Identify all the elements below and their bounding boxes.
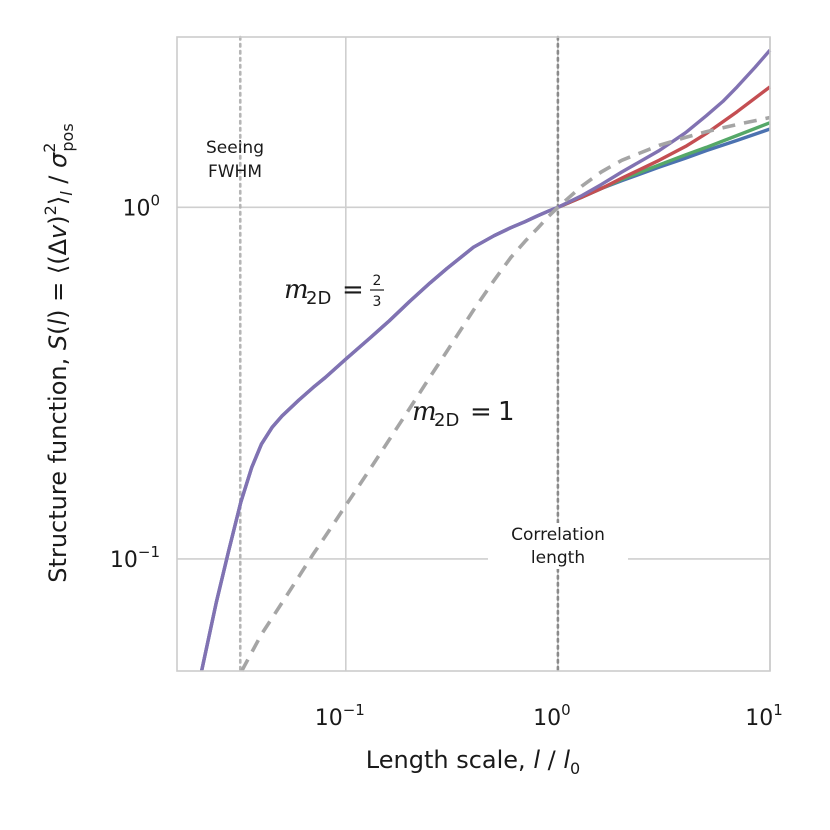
y-label-paren-l: ( xyxy=(44,326,72,335)
y-label-sigma-sub: pos xyxy=(58,123,77,151)
y-label-l: l xyxy=(44,319,72,326)
y-label-sigma-sup: 2 xyxy=(40,143,59,153)
y-label-slash: / xyxy=(44,168,72,191)
annotation-m1-sub: 2D xyxy=(434,410,459,431)
y-axis-label: Structure function, S(l) = ⟨(Δv)2⟩l / σ2… xyxy=(40,123,77,582)
y-label-sigma: σ xyxy=(44,152,72,168)
annotation-m23-var: m xyxy=(284,275,309,305)
series-line-3 xyxy=(199,48,772,672)
annotation-m23-denominator: 3 xyxy=(373,294,382,310)
y-label-eq: = ⟨(Δ xyxy=(44,238,72,309)
annotation-m23-sub: 2D xyxy=(306,288,331,309)
y-tick-label-0: 10−1 xyxy=(110,543,160,573)
x-axis-label-sub: 0 xyxy=(570,759,580,778)
y-tick-label-1: 100 xyxy=(122,191,160,221)
correlation-label-bg xyxy=(488,523,628,569)
correlation-label-line2: length xyxy=(531,548,585,568)
annotation-m1-eq: = xyxy=(470,397,492,427)
x-tick-label-0: 10−1 xyxy=(315,701,365,731)
y-label-angle: ⟩ xyxy=(44,196,72,205)
annotation-m2d-one: m 2D = 1 xyxy=(412,397,515,431)
seeing-label-line2: FWHM xyxy=(208,162,262,182)
y-label-sq: 2 xyxy=(41,205,60,215)
y-label-prefix: Structure function, xyxy=(44,350,72,583)
y-label-s: S xyxy=(44,335,72,350)
annotation-m2d-two-thirds: m 2D = 2 3 xyxy=(284,273,384,310)
plot-frame xyxy=(176,36,771,672)
y-label-l-sub: l xyxy=(57,191,76,196)
annotation-m23-eq: = xyxy=(342,275,364,305)
seeing-label-line1: Seeing xyxy=(206,138,264,158)
y-label-close: ) xyxy=(44,215,72,224)
x-tick-label-1: 100 xyxy=(533,701,571,731)
x-axis-label-prefix: Length scale, xyxy=(366,746,534,774)
x-axis-label-var: l xyxy=(533,746,540,774)
tick-labels: 10−1 100 101 10−1 100 xyxy=(110,191,783,731)
annotation-m1-val: 1 xyxy=(498,397,515,427)
x-tick-label-2: 101 xyxy=(745,701,783,731)
y-label-paren-r: ) xyxy=(44,309,72,318)
x-axis-label-slash: / xyxy=(540,746,563,774)
x-axis-label: Length scale, l / l0 xyxy=(366,746,580,778)
correlation-label-line1: Correlation xyxy=(511,525,605,545)
y-label-v: v xyxy=(44,224,72,239)
series-line-4 xyxy=(240,115,771,672)
annotation-m1-var: m xyxy=(412,397,437,427)
x-axis-label-var2: l xyxy=(563,746,570,774)
series-lines xyxy=(199,48,772,672)
annotation-m23-numerator: 2 xyxy=(373,273,382,289)
series-line-2 xyxy=(557,85,772,209)
